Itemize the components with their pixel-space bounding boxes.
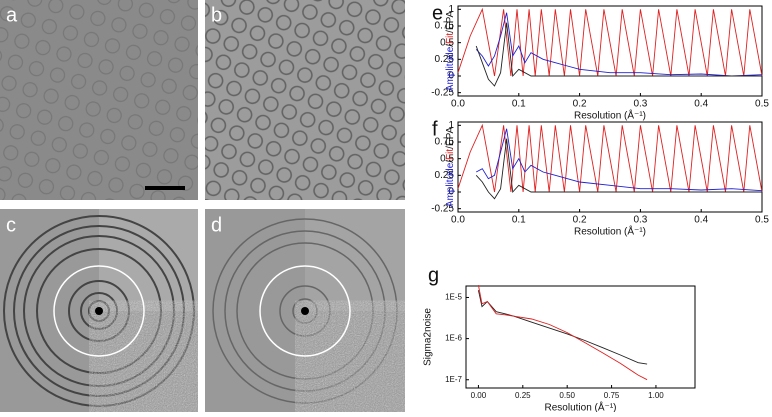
panel-label: d	[211, 214, 222, 236]
y-tick-label: -0.25	[431, 87, 454, 98]
panel-label: e	[432, 2, 443, 24]
series-line	[477, 290, 648, 365]
y-axis-label-part: /	[445, 44, 456, 47]
x-tick-label: 0.1	[512, 99, 526, 110]
series-line	[475, 128, 763, 192]
x-tick-label: 0.4	[694, 99, 708, 110]
series-line	[457, 7, 763, 77]
y-tick-label: 0	[448, 187, 454, 198]
panel-label: a	[6, 4, 18, 26]
x-tick-label: 0.4	[694, 215, 708, 226]
y-axis-label-part: Amplitude	[445, 46, 456, 91]
series-line	[475, 138, 762, 200]
micrograph-b: b	[205, 0, 405, 200]
y-axis-label: Sigma2noise	[423, 308, 434, 366]
series-line	[457, 123, 763, 193]
panel-label: g	[428, 264, 439, 286]
y-axis-label-part: /EPA	[445, 10, 456, 32]
y-tick-label: 0	[448, 71, 454, 82]
y-tick-label: 0.75	[435, 21, 455, 32]
y-axis-label-part: Fit	[445, 149, 456, 160]
x-axis-label: Resolution (Å⁻¹)	[574, 109, 646, 122]
series-line	[475, 22, 762, 87]
x-tick-label: 0.2	[573, 215, 587, 226]
micrograph-a: a	[0, 0, 198, 200]
x-tick-label: 0.1	[512, 215, 526, 226]
x-tick-label: 0.2	[573, 99, 587, 110]
y-tick-label: 1	[448, 4, 454, 15]
y-tick-label: 0.25	[435, 170, 455, 181]
x-tick-label: 0.3	[633, 215, 647, 226]
panel-label: f	[432, 118, 438, 140]
x-axis-label: Resolution (Å⁻¹)	[545, 401, 617, 412]
series-line	[477, 285, 648, 381]
y-tick-label: 1E-6	[445, 334, 462, 343]
x-axis-label: Resolution (Å⁻¹)	[574, 225, 646, 238]
panel-label: c	[6, 214, 16, 236]
power-spectrum-d: d	[205, 209, 405, 412]
x-tick-label: 0.5	[755, 215, 769, 226]
y-tick-label: 0.5	[440, 153, 454, 164]
x-tick-label: 0.75	[604, 391, 620, 400]
plot-frame	[457, 121, 763, 213]
y-axis-label-part: Fit	[445, 33, 456, 44]
x-tick-label: 1.00	[648, 391, 664, 400]
x-tick-label: 0.00	[471, 391, 487, 400]
y-tick-label: 1	[448, 120, 454, 131]
series-line	[475, 12, 763, 77]
panel-label: b	[211, 4, 222, 26]
x-tick-label: 0.50	[559, 391, 575, 400]
y-tick-label: -0.25	[431, 203, 454, 214]
y-tick-label: 0.25	[435, 54, 455, 65]
power-spectrum-c: c	[0, 209, 198, 412]
x-tick-label: 0.5	[755, 99, 769, 110]
y-tick-label: 1E-7	[445, 375, 462, 384]
y-axis-label-part: /EPA	[445, 126, 456, 148]
plot-frame	[465, 285, 696, 389]
x-tick-label: 0.3	[633, 99, 647, 110]
y-axis-label-part: Amplitude	[445, 162, 456, 207]
y-tick-label: 1E-5	[445, 293, 462, 302]
y-axis-label-part: /	[445, 160, 456, 163]
y-axis-label: Amplitude/Fit/EPA	[445, 10, 456, 91]
x-tick-label: 0.0	[451, 99, 465, 110]
x-tick-label: 0.25	[515, 391, 531, 400]
y-axis-label: Amplitude/Fit/EPA	[445, 126, 456, 207]
y-tick-label: 0.5	[440, 37, 454, 48]
x-tick-label: 0.0	[451, 215, 465, 226]
y-tick-label: 0.75	[435, 137, 455, 148]
plot-frame	[457, 5, 763, 97]
